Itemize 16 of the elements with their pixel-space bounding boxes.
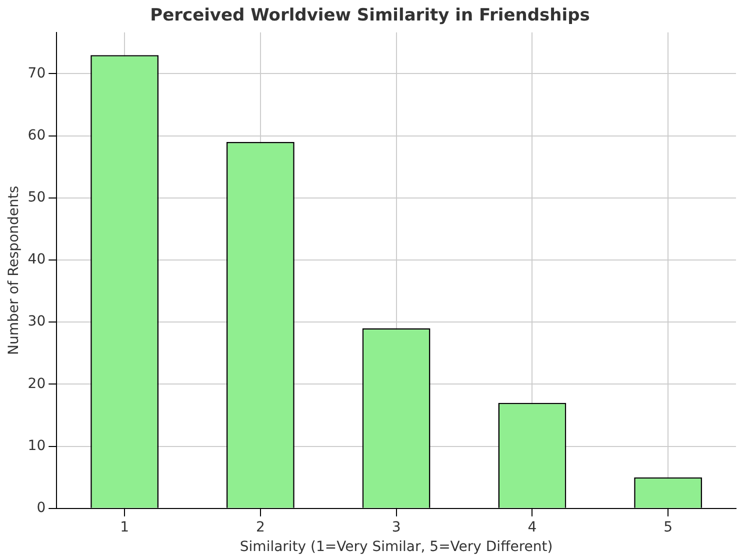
y-axis-title: Number of Respondents [6,186,22,355]
x-tick-label: 2 [256,519,265,536]
y-tick-label: 10 [28,438,46,454]
x-tick-label: 1 [120,519,130,536]
y-tick-label: 20 [28,376,46,392]
chart-title: Perceived Worldview Similarity in Friendships [150,6,590,26]
y-tick-label: 0 [36,500,46,516]
x-axis-title: Similarity (1=Very Similar, 5=Very Different) [240,539,553,556]
x-tick-label: 3 [392,519,401,536]
y-tick-label: 40 [28,252,46,268]
y-tick-label: 30 [28,314,46,330]
x-tick-label: 4 [528,519,537,536]
y-tick-label: 50 [28,190,46,206]
y-tick-label: 60 [28,127,46,144]
y-tick-label: 70 [28,65,46,82]
x-tick-label: 5 [664,519,673,536]
